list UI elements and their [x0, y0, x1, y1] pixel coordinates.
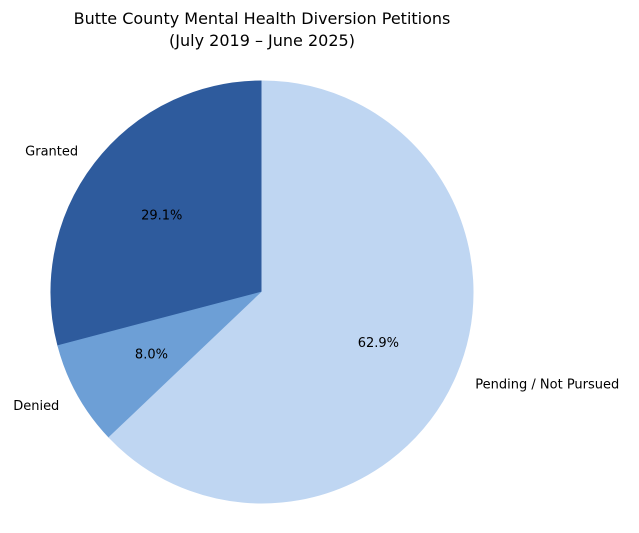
pie-slice-granted — [50, 80, 263, 347]
slice-label: Pending / Not Pursued — [475, 378, 619, 393]
slice-percent-label: 8.0% — [135, 348, 168, 363]
chart-subtitle: (July 2019 – June 2025) — [169, 31, 355, 50]
chart-title: Butte County Mental Health Diversion Pet… — [74, 9, 451, 28]
slice-percent-label: 62.9% — [358, 336, 399, 351]
slice-label: Granted — [25, 144, 78, 159]
pie-slice-denied — [57, 291, 263, 439]
slice-label: Denied — [13, 399, 59, 414]
pie-slice-pending-not-pursued — [108, 80, 474, 504]
slice-percent-label: 29.1% — [141, 209, 182, 224]
